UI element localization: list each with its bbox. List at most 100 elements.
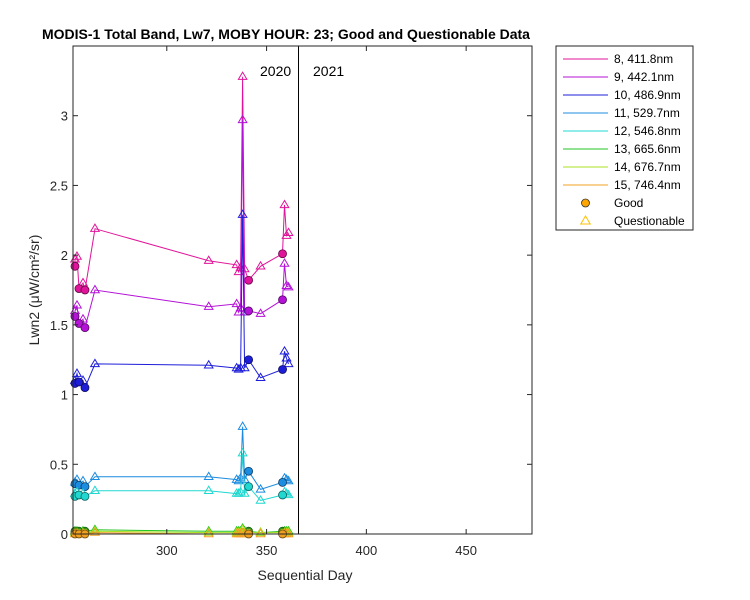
plot-frame — [72, 45, 533, 535]
questionable-point — [203, 528, 214, 538]
legend-label: 14, 676.7nm — [614, 160, 681, 174]
x-tick-label: 450 — [455, 543, 477, 558]
questionable-point — [235, 302, 246, 312]
x-axis-ticks: 300 350 400 450 — [156, 46, 477, 558]
legend-entry: 11, 529.7nm — [563, 106, 680, 120]
questionable-point — [283, 358, 294, 368]
legend-label: 8, 411.8nm — [614, 52, 673, 66]
good-point — [278, 490, 287, 500]
plot-area — [73, 46, 532, 534]
good-point — [70, 261, 80, 271]
legend-label: Good — [614, 196, 643, 210]
questionable-point — [89, 284, 101, 294]
questionable-point — [233, 488, 244, 497]
legend-entry-marker: Good — [581, 196, 643, 210]
legend-entry: 14, 676.7nm — [563, 160, 681, 174]
good-point — [244, 275, 254, 285]
questionable-point — [231, 298, 242, 308]
good-point — [278, 249, 287, 259]
questionable-point — [203, 485, 214, 494]
questionable-point — [239, 474, 250, 483]
legend-label: 13, 665.6nm — [614, 142, 681, 156]
questionable-point — [71, 368, 83, 377]
questionable-point — [203, 527, 214, 536]
good-point — [74, 319, 84, 328]
questionable-point — [233, 306, 244, 316]
questionable-point — [231, 259, 242, 269]
y-tick-label: 2 — [61, 248, 68, 263]
questionable-point — [281, 352, 292, 362]
questionable-point — [203, 255, 214, 264]
questionable-point — [281, 280, 292, 290]
questionable-point — [89, 485, 101, 494]
questionable-point — [255, 483, 266, 493]
x-tick-label: 400 — [356, 543, 378, 558]
good-point — [74, 377, 84, 387]
questionable-point — [203, 301, 214, 310]
y-tick-label: 1 — [61, 388, 68, 403]
questionable-point — [237, 447, 248, 457]
good-point — [244, 466, 254, 476]
questionable-point — [255, 308, 266, 317]
good-point — [80, 491, 90, 501]
questionable-point — [203, 471, 214, 481]
questionable-point — [279, 345, 290, 355]
good-point — [80, 482, 90, 491]
questionable-point — [89, 527, 101, 536]
y-tick-label: 1.5 — [50, 318, 68, 333]
series-4 — [69, 421, 294, 493]
series-5 — [69, 447, 294, 504]
good-point — [244, 482, 254, 491]
good-point — [244, 306, 254, 316]
legend-entry: 13, 665.6nm — [563, 142, 681, 156]
questionable-point — [239, 488, 250, 497]
questionable-point — [203, 359, 214, 369]
questionable-point — [283, 281, 294, 291]
questionable-point — [71, 299, 83, 309]
legend-entry: 10, 486.9nm — [563, 88, 681, 102]
legend-entry: 9, 442.1nm — [563, 70, 674, 84]
good-point — [278, 365, 287, 374]
good-point — [80, 323, 90, 333]
good-point — [80, 285, 90, 295]
questionable-point — [255, 495, 266, 504]
questionable-point — [279, 199, 290, 209]
legend-entries: 8, 411.8nm 9, 442.1nm 10, 486.9nm 11, 529.7… — [563, 52, 685, 228]
year-label-2020: 2020 — [260, 63, 291, 79]
legend: 8, 411.8nm 9, 442.1nm 10, 486.9nm 11, 529.7… — [555, 45, 694, 231]
questionable-point — [89, 471, 101, 481]
y-tick-label: 2.5 — [50, 178, 68, 193]
questionable-point — [283, 227, 294, 237]
x-tick-label: 350 — [256, 543, 278, 558]
x-tick-label: 300 — [156, 543, 178, 558]
questionable-point — [255, 528, 266, 538]
legend-label: 15, 746.4nm — [614, 178, 681, 192]
legend-entry: 12, 546.8nm — [563, 124, 681, 138]
legend-entry: 15, 746.4nm — [563, 178, 681, 192]
questionable-point — [255, 527, 266, 536]
questionable-point — [237, 421, 248, 430]
questionable-point — [283, 475, 294, 485]
y-tick-label: 0.5 — [50, 457, 68, 472]
x-axis-label: Sequential Day — [258, 567, 353, 583]
questionable-point — [279, 258, 290, 267]
questionable-point — [77, 277, 89, 287]
series-1 — [69, 71, 294, 295]
legend-label: 11, 529.7nm — [614, 106, 680, 120]
legend-label: Questionable — [614, 214, 685, 228]
good-point — [278, 478, 287, 487]
y-tick-label: 0 — [61, 527, 68, 542]
legend-questionable-marker — [579, 215, 592, 225]
good-point — [80, 383, 90, 393]
good-point — [278, 295, 287, 305]
series-2 — [69, 114, 294, 333]
legend-entry-marker: Questionable — [579, 214, 685, 228]
legend-label: 12, 546.8nm — [614, 124, 681, 138]
questionable-point — [239, 362, 250, 372]
questionable-point — [237, 209, 248, 218]
series-3 — [69, 209, 294, 393]
legend-label: 9, 442.1nm — [614, 70, 674, 84]
questionable-point — [231, 474, 242, 483]
y-axis-ticks: 0 0.5 1 1.5 2 2.5 3 — [50, 109, 532, 542]
